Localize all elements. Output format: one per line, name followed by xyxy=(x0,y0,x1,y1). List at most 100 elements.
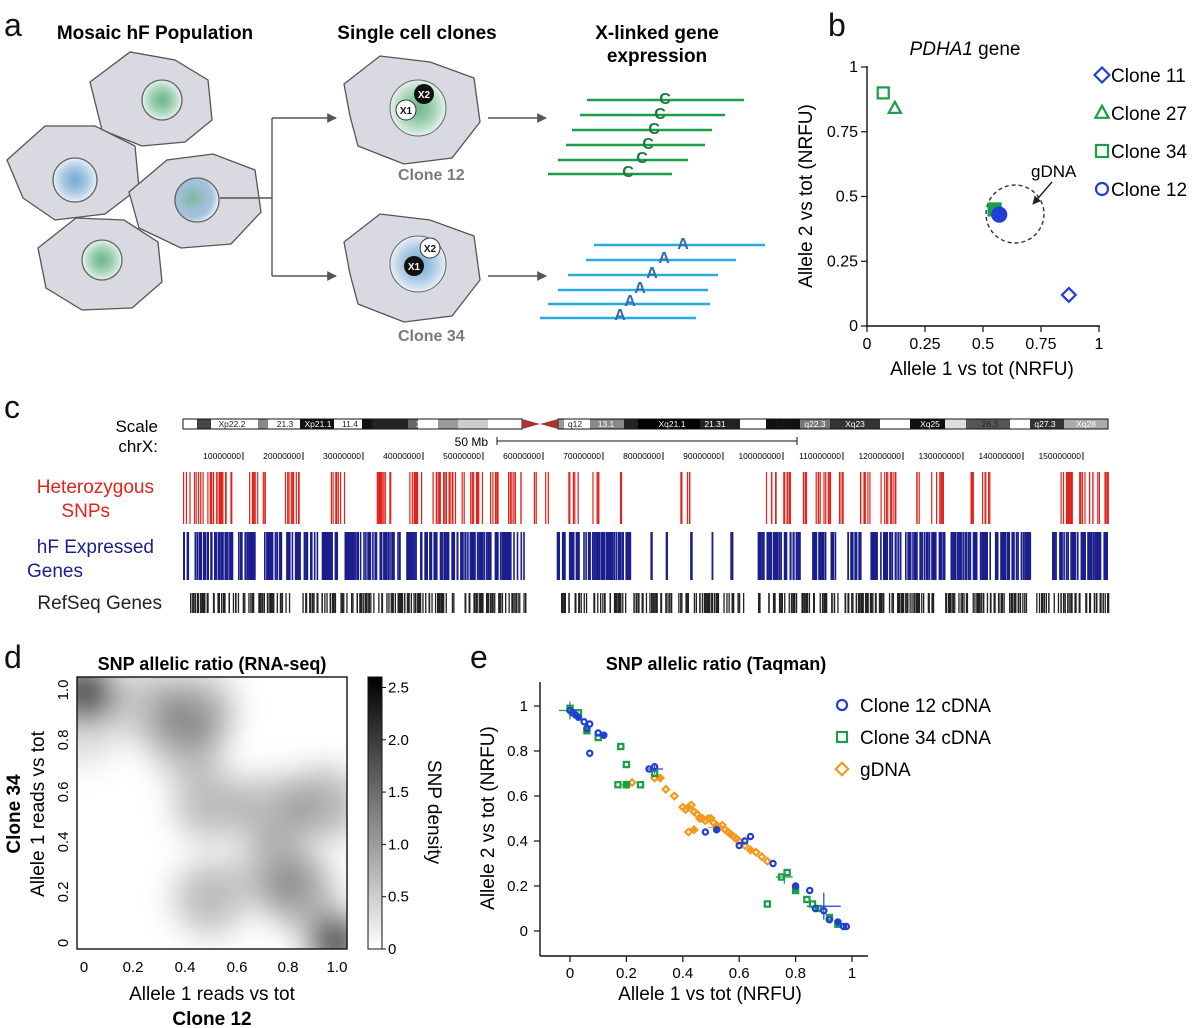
refseq-gene-mark xyxy=(1057,593,1060,613)
refseq-gene-mark xyxy=(364,593,367,613)
cell-1 xyxy=(89,51,213,147)
band-label: 22.1 xyxy=(775,419,792,429)
expressed-gene-mark xyxy=(1002,532,1004,580)
refseq-gene-mark xyxy=(1062,593,1065,613)
expressed-gene-mark xyxy=(462,532,464,580)
refseq-gene-mark xyxy=(251,593,254,613)
expressed-gene-mark xyxy=(202,532,205,580)
e-point xyxy=(763,900,772,908)
e-point xyxy=(594,729,602,737)
snp-mark xyxy=(620,472,623,524)
snp-mark xyxy=(496,472,499,524)
expressed-gene-mark xyxy=(1089,532,1091,580)
expressed-gene-mark xyxy=(425,532,427,580)
expressed-gene-mark xyxy=(814,532,816,580)
expressed-gene-mark xyxy=(850,532,852,580)
e-legend-label: Clone 12 cDNA xyxy=(860,696,991,717)
coord-label: 50000000 xyxy=(443,451,481,461)
d-xtick-label: 1.0 xyxy=(327,959,348,976)
snp-mark xyxy=(454,472,457,524)
e-point xyxy=(600,731,608,739)
snp-mark xyxy=(681,472,683,524)
snp-mark xyxy=(437,472,439,524)
refseq-gene-mark xyxy=(501,593,504,613)
refseq-gene-mark xyxy=(645,593,648,613)
d-xtick-label: 0.6 xyxy=(227,959,248,976)
expressed-gene-mark xyxy=(870,532,873,580)
expressed-gene-mark xyxy=(606,532,609,580)
refseq-gene-mark xyxy=(1003,593,1005,613)
ideogram-band xyxy=(966,419,1010,429)
expressed-gene-mark xyxy=(218,532,221,580)
snp-mark xyxy=(1060,472,1062,524)
refseq-gene-mark xyxy=(986,593,989,613)
snp-mark xyxy=(253,472,255,524)
expressed-gene-mark xyxy=(198,532,200,580)
refseq-gene-mark xyxy=(921,593,923,613)
expressed-gene-mark xyxy=(619,532,622,580)
refseq-gene-mark xyxy=(281,593,284,613)
snp-mark xyxy=(332,472,334,524)
e-point xyxy=(622,760,631,769)
ideogram-band xyxy=(558,419,564,429)
expressed-gene-mark xyxy=(471,532,473,580)
refseq-gene-mark xyxy=(1071,593,1073,613)
expressed-gene-mark xyxy=(854,532,856,580)
refseq-gene-mark xyxy=(678,593,680,613)
snp-mark xyxy=(1092,472,1094,524)
expressed-gene-mark xyxy=(1082,532,1084,580)
expressed-gene-mark xyxy=(625,532,627,580)
refseq-gene-mark xyxy=(831,593,833,613)
ideogram-band xyxy=(590,419,624,429)
e-point xyxy=(777,873,786,881)
expressed-gene-mark xyxy=(499,532,502,580)
expressed-gene-mark xyxy=(453,532,455,580)
refseq-gene-mark xyxy=(486,593,488,613)
refseq-gene-mark xyxy=(1064,593,1066,613)
refseq-gene-mark xyxy=(244,593,246,613)
expressed-gene-mark xyxy=(486,532,488,580)
panel-b-legend: Clone 11 Clone 27 Clone 34 Clone 12 xyxy=(1092,65,1187,201)
refseq-gene-mark xyxy=(1102,593,1104,613)
expressed-gene-mark xyxy=(1074,532,1077,580)
b-legend-label: Clone 12 xyxy=(1111,180,1187,201)
expressed-gene-mark xyxy=(812,532,814,580)
refseq-gene-mark xyxy=(242,593,244,613)
refseq-gene-mark xyxy=(1067,593,1069,613)
expressed-gene-mark xyxy=(215,532,218,580)
refseq-gene-mark xyxy=(321,593,323,613)
refseq-gene-mark xyxy=(923,593,925,613)
snp-mark xyxy=(421,472,423,524)
refseq-gene-mark xyxy=(437,593,439,613)
e-point xyxy=(712,826,721,834)
refseq-gene-mark xyxy=(901,593,903,613)
expressed-gene-mark xyxy=(483,532,486,580)
e-legend-label: gDNA xyxy=(860,760,911,781)
refseq-gene-mark xyxy=(561,593,563,613)
snp-mark xyxy=(382,472,384,524)
expressed-gene-mark xyxy=(1059,532,1061,580)
refseq-gene-mark xyxy=(206,593,208,613)
expressed-gene-mark xyxy=(790,532,792,580)
expressed-gene-mark xyxy=(467,532,469,580)
x1-label-bottom: X1 xyxy=(408,262,421,273)
expressed-gene-mark xyxy=(508,532,510,580)
refseq-gene-mark xyxy=(438,593,440,613)
snp-mark xyxy=(340,472,342,524)
snp-mark xyxy=(478,472,480,524)
refseq-gene-mark xyxy=(768,593,770,613)
refseq-gene-mark xyxy=(498,593,500,613)
expressed-gene-mark xyxy=(1088,532,1090,580)
expressed-gene-mark xyxy=(576,532,579,580)
refseq-gene-mark xyxy=(713,593,716,613)
refseq-gene-mark xyxy=(568,593,570,613)
refseq-gene-mark xyxy=(882,593,884,613)
refseq-gene-mark xyxy=(476,593,478,613)
d-ytick-label: 0.2 xyxy=(55,882,72,903)
expressed-gene-mark xyxy=(961,532,963,580)
expressed-gene-mark xyxy=(264,532,266,580)
refseq-gene-mark xyxy=(316,593,318,613)
refseq-gene-mark xyxy=(795,593,798,613)
refseq-gene-mark xyxy=(837,593,839,613)
refseq-gene-mark xyxy=(386,593,388,613)
